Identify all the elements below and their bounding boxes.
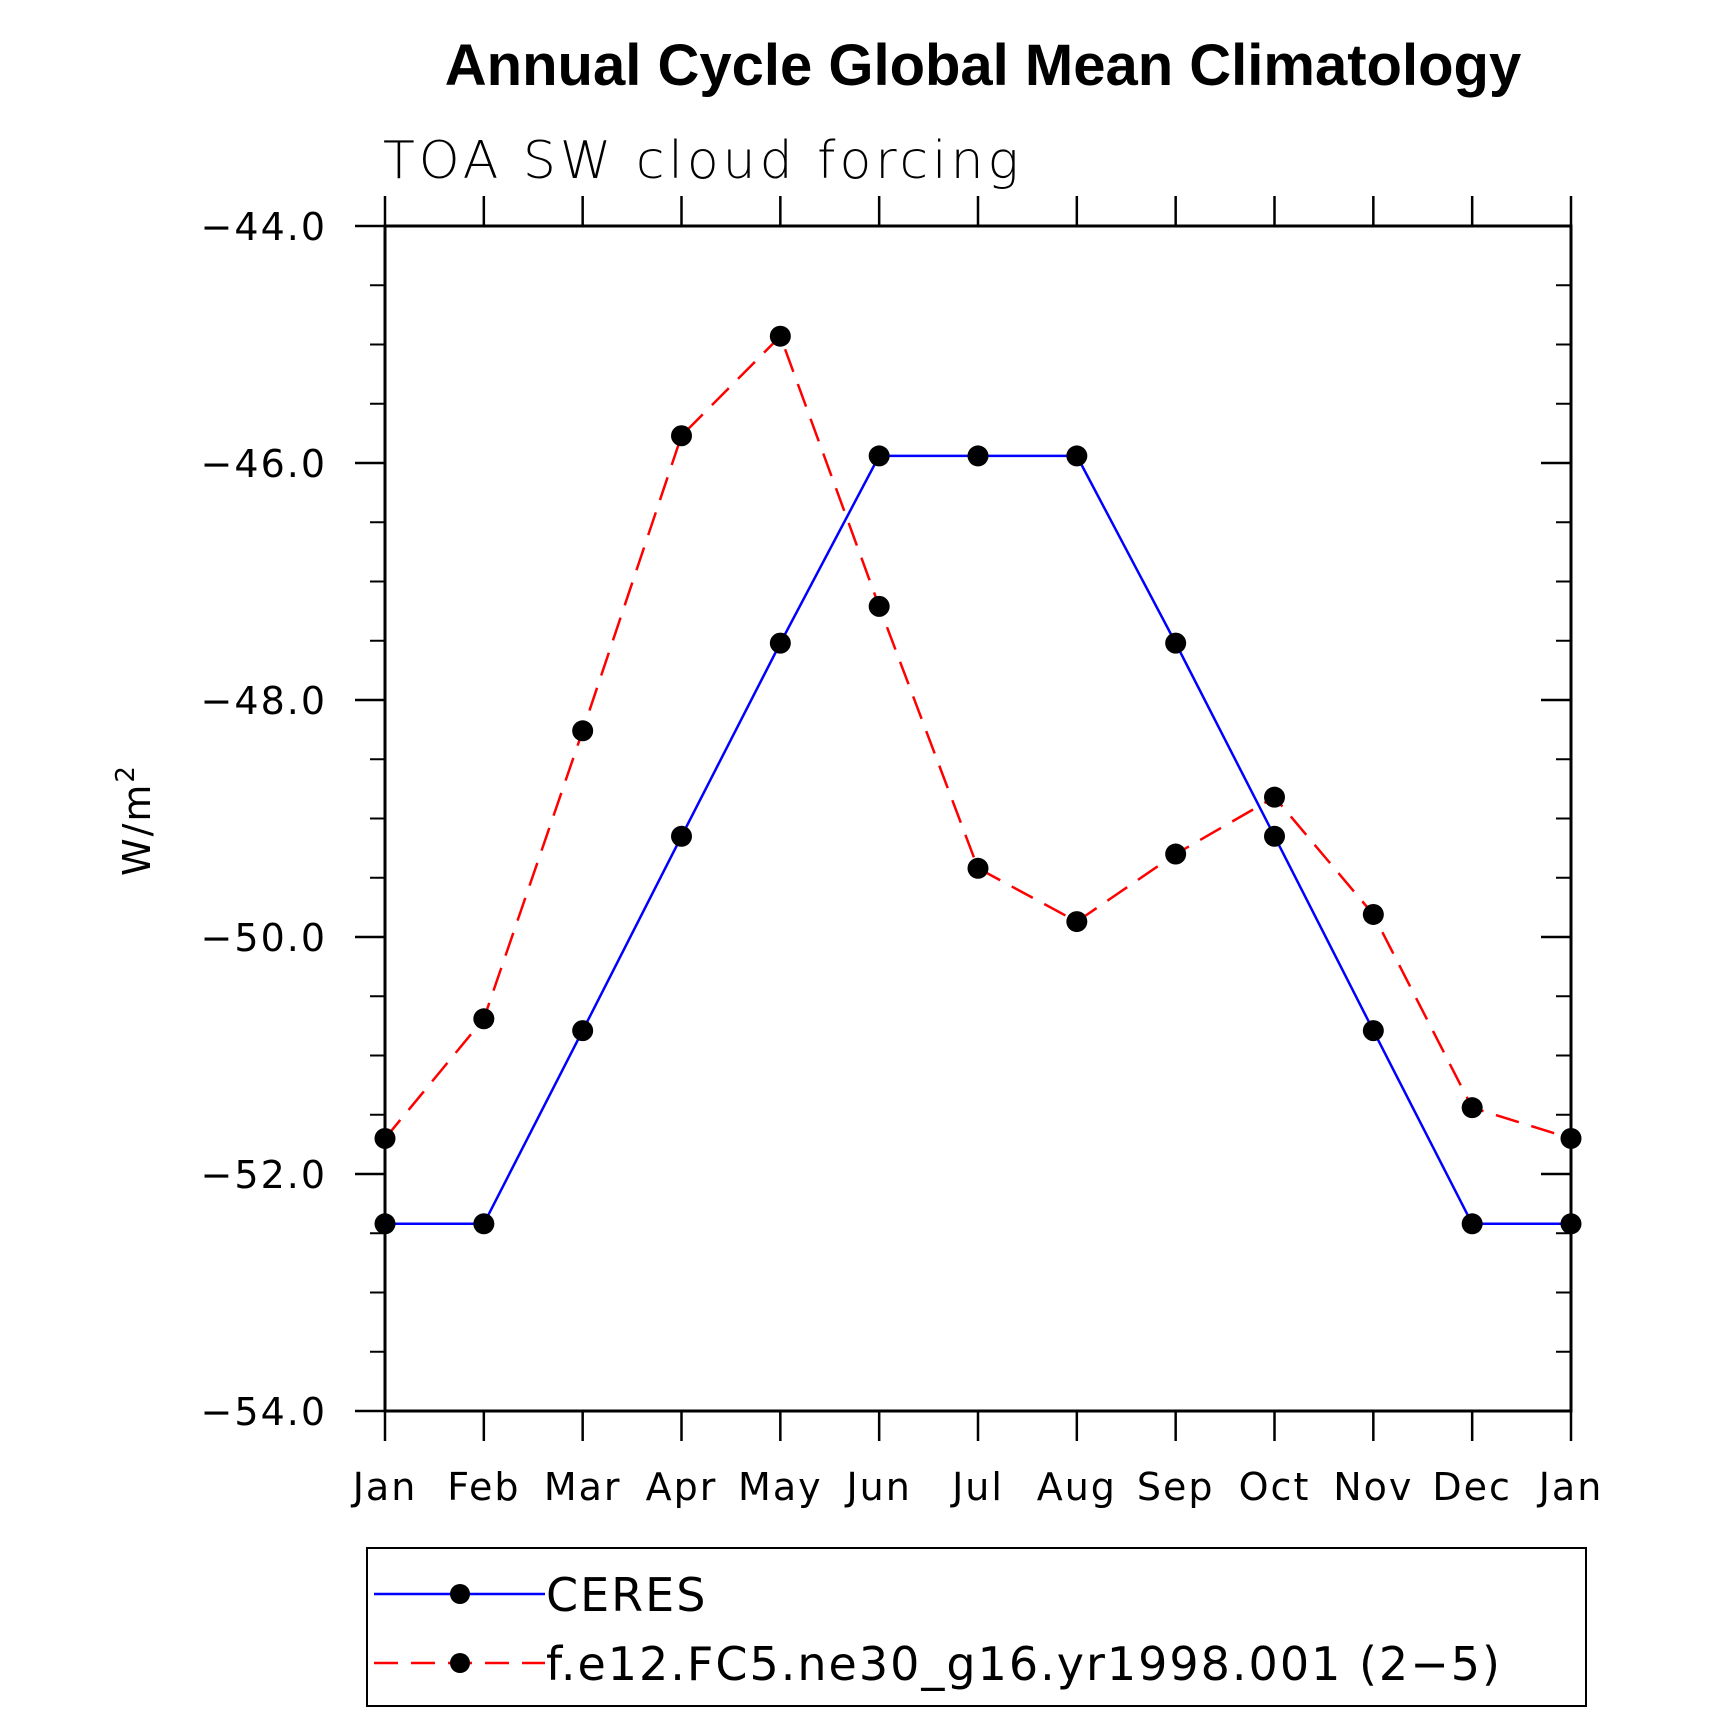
series-0-point	[1264, 825, 1285, 847]
series-1-point	[572, 720, 594, 742]
series-0-point	[967, 445, 989, 467]
legend-model-label: f.e12.FC5.ne30_g16.yr1998.001 (2−5)	[546, 1637, 1502, 1691]
series-1-point	[1165, 843, 1187, 865]
x-tick-label: Jun	[844, 1465, 911, 1509]
chart-title: Annual Cycle Global Mean Climatology	[445, 33, 1521, 98]
series-1-point	[769, 325, 791, 347]
y-tick-label: −54.0	[201, 1390, 327, 1434]
series-0-point	[1362, 1020, 1384, 1042]
legend: CERES f.e12.FC5.ne30_g16.yr1998.001 (2−5…	[366, 1547, 1587, 1707]
x-tick-label: May	[738, 1465, 823, 1509]
chart-subtitle: TOA SW cloud forcing	[383, 131, 1023, 191]
series-1-point	[473, 1008, 495, 1030]
legend-ceres-label: CERES	[546, 1568, 707, 1622]
x-tick-label: Apr	[646, 1465, 718, 1509]
series-0-point	[868, 445, 890, 467]
y-axis-label-superscript: 2	[111, 764, 141, 783]
series-0-point	[572, 1020, 594, 1042]
y-tick-label: −48.0	[201, 679, 327, 723]
series-0-point	[1066, 445, 1088, 467]
x-tick-label: Nov	[1333, 1465, 1413, 1509]
series-1-point	[868, 595, 890, 617]
x-tick-label: Jul	[950, 1465, 1004, 1509]
x-tick-label: Dec	[1432, 1465, 1512, 1509]
legend-box	[366, 1547, 1587, 1707]
y-axis-label-text: W/m	[115, 783, 159, 876]
series-1-point	[1264, 786, 1285, 808]
y-tick-label: −52.0	[201, 1153, 327, 1197]
series-1-point	[1461, 1097, 1483, 1119]
x-tick-label: Jan	[351, 1465, 418, 1509]
series-1-point	[967, 857, 989, 879]
series-1-point	[1066, 911, 1088, 933]
series-line-0	[385, 454, 1571, 1226]
y-tick-label: −44.0	[201, 205, 327, 249]
legend-model-marker	[450, 1653, 470, 1673]
x-tick-label: Feb	[447, 1465, 520, 1509]
svg-text:W/m2: W/m2	[111, 764, 159, 876]
series-0-point	[1461, 1213, 1483, 1235]
x-tick-label: Oct	[1239, 1465, 1311, 1509]
y-axis-label: W/m2	[111, 764, 159, 876]
series-0-point	[473, 1213, 495, 1235]
series-1-point	[1362, 903, 1384, 925]
x-tick-label: Aug	[1037, 1465, 1117, 1509]
legend-ceres-marker	[450, 1584, 470, 1604]
x-tick-label: Sep	[1137, 1465, 1215, 1509]
series-0-point	[671, 825, 692, 847]
y-tick-label: −50.0	[201, 916, 327, 960]
x-tick-label: Jan	[1537, 1465, 1604, 1509]
plot-frame	[383, 224, 1573, 1413]
series-1-point	[671, 425, 692, 447]
series-0-point	[769, 632, 791, 654]
x-tick-label: Mar	[544, 1465, 622, 1509]
series-0-point	[1165, 632, 1187, 654]
y-tick-label: −46.0	[201, 442, 327, 486]
